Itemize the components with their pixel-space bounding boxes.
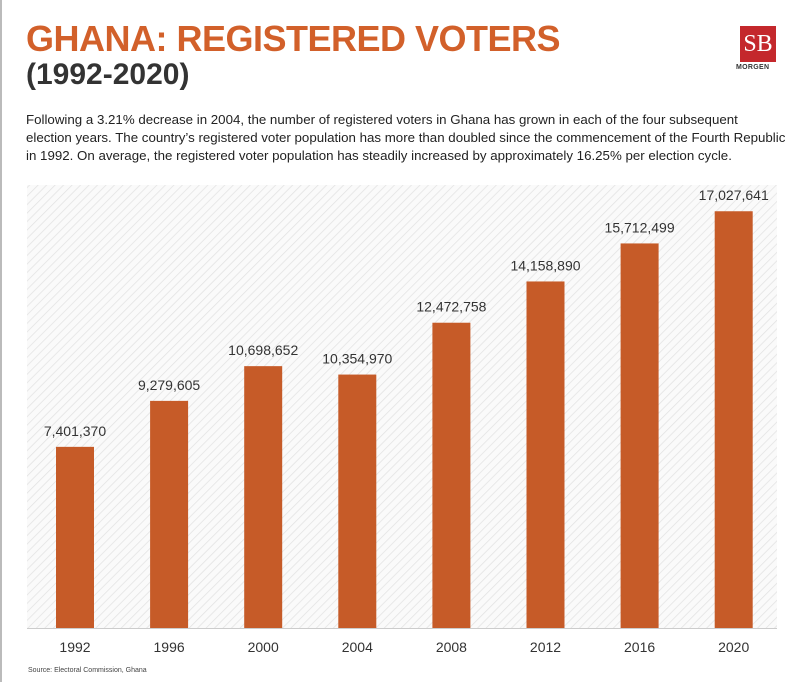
description: Following a 3.21% decrease in 2004, the … [26,112,786,163]
data-label: 9,279,605 [138,377,200,393]
x-tick-label: 2008 [436,639,467,655]
sb-morgen-logo: SB [740,26,776,62]
x-tick-label: 1992 [59,639,90,655]
plot-background [27,185,777,628]
x-tick-label: 2012 [530,639,561,655]
bar-2016 [620,243,659,628]
data-label: 17,027,641 [699,187,769,203]
chart-title: GHANA: REGISTERED VOTERS [26,18,561,59]
bar-1996 [150,400,189,628]
chart-subtitle: (1992-2020) [26,58,190,91]
x-tick-label: 2004 [342,639,373,655]
data-label: 10,354,970 [322,351,392,367]
bar-1992 [56,446,94,628]
source-note: Source: Electoral Commission, Ghana [28,667,147,674]
data-label: 15,712,499 [605,219,675,235]
data-label: 10,698,652 [228,342,298,358]
logo-subtext: MORGEN [736,64,770,71]
bar-2020 [714,211,753,628]
data-label: 7,401,370 [44,423,106,439]
bar-2004 [338,374,377,628]
bar-2008 [432,322,471,628]
bar-2000 [244,366,283,628]
x-tick-label: 2016 [624,639,655,655]
x-tick-label: 2000 [248,639,279,655]
data-label: 12,472,758 [416,299,486,315]
x-tick-label: 2020 [718,639,749,655]
x-tick-label: 1996 [154,639,185,655]
bar-2012 [526,281,565,628]
data-label: 14,158,890 [510,257,580,273]
